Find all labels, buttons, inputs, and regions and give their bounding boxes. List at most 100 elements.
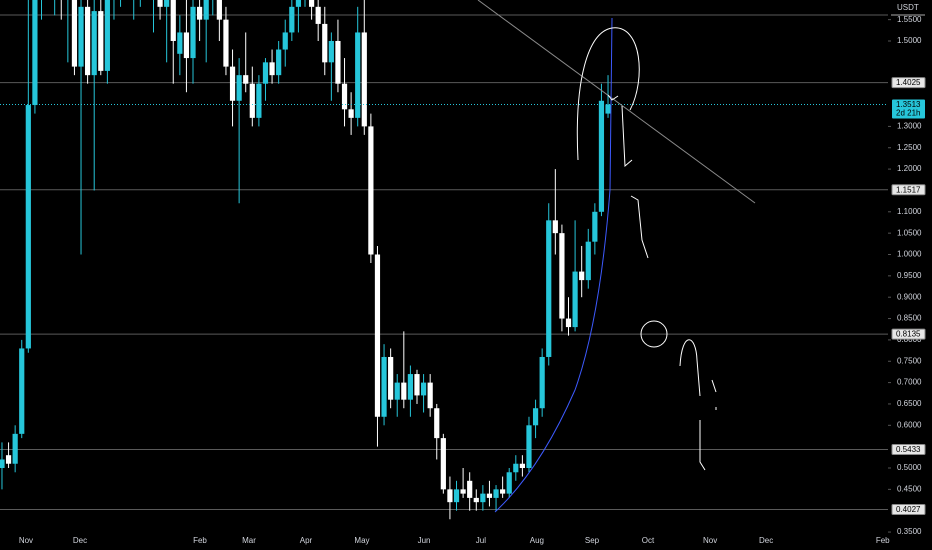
candle-body — [572, 271, 578, 328]
candle-body — [361, 32, 367, 127]
y-tick-label: 1.2500 — [897, 143, 922, 152]
candle-body — [164, 0, 170, 7]
y-tick-label: 0.3500 — [897, 527, 922, 536]
hand-drawing — [607, 94, 649, 259]
candle-body — [513, 463, 519, 473]
candle-body — [236, 75, 242, 101]
candle-body — [605, 104, 611, 114]
candle-body — [71, 0, 78, 67]
candle-body — [0, 459, 5, 469]
candle-body — [467, 480, 473, 498]
x-tick-label: Sep — [585, 536, 600, 545]
candle-body — [407, 374, 414, 400]
candle-body — [78, 6, 84, 67]
y-tick-label: 1.5000 — [897, 36, 922, 45]
candle-body — [401, 382, 407, 400]
candle-body — [374, 254, 381, 417]
candle-body — [289, 6, 295, 33]
candle-body — [282, 32, 288, 50]
level-tag — [891, 504, 926, 516]
price-axis: 1.5500 1.5000 1.3000 1.2500 1.2000 1.1000 1.05… — [888, 14, 926, 536]
candle-body — [473, 497, 479, 503]
level-tag — [891, 328, 926, 340]
drawings — [477, 0, 756, 513]
x-tick-label: Aug — [530, 536, 544, 545]
y-tick-label: 0.8500 — [897, 314, 922, 323]
y-tick-label: 0.5000 — [897, 463, 922, 472]
candle-body — [526, 425, 532, 469]
candle-body — [585, 241, 591, 281]
candle-body — [565, 318, 572, 328]
candle-body — [197, 6, 203, 20]
candle-body — [519, 463, 525, 469]
candle-body — [276, 49, 282, 76]
y-tick-label: 1.0500 — [897, 228, 922, 237]
trend-line — [477, 0, 756, 204]
candle-body — [592, 211, 598, 242]
level-tag — [891, 184, 926, 196]
level-label: 1.1517 — [896, 185, 921, 194]
y-tick-label: 0.9000 — [897, 292, 922, 301]
candle-body — [598, 100, 605, 212]
y-tick-label: 0.7000 — [897, 378, 922, 387]
level-label: 0.5433 — [896, 445, 921, 454]
hand-drawing — [576, 27, 640, 161]
candle-body — [203, 0, 209, 20]
candle-body — [460, 489, 466, 494]
x-tick-label: Apr — [300, 536, 313, 545]
candle-body — [440, 438, 446, 490]
candle-body — [19, 348, 25, 434]
candle-body — [493, 489, 499, 498]
candle-body — [170, 0, 176, 41]
x-tick-label: Nov — [19, 536, 33, 545]
candle-body — [381, 356, 387, 417]
candle-body — [486, 493, 493, 498]
x-tick-label: May — [354, 536, 369, 545]
candle-body — [434, 408, 440, 439]
x-tick-label: Nov — [703, 536, 717, 545]
plot-area — [0, 0, 888, 520]
candle-body — [420, 382, 427, 396]
candle-body — [295, 0, 302, 7]
y-tick-label: 0.4500 — [897, 484, 922, 493]
y-tick-label: 1.5500 — [897, 15, 922, 24]
y-tick-label: 1.2000 — [897, 164, 922, 173]
level-tag — [891, 444, 926, 456]
candle-body — [368, 126, 374, 255]
candle-body — [256, 83, 262, 118]
hand-circle — [640, 320, 668, 348]
candle-body — [552, 220, 558, 234]
candle-body — [427, 382, 433, 409]
candle-body — [348, 109, 354, 118]
candle-body — [315, 6, 321, 24]
level-label: 0.4027 — [896, 505, 921, 514]
x-tick-label: Feb — [876, 536, 890, 545]
candle-body — [229, 66, 236, 101]
level-tag — [891, 77, 926, 89]
candle-body — [25, 105, 31, 349]
candle-body — [104, 0, 110, 71]
level-label: 0.8135 — [896, 330, 921, 339]
x-tick-label: Mar — [242, 536, 256, 545]
x-tick-label: Oct — [642, 536, 655, 545]
candle-body — [249, 83, 255, 118]
y-tick-label: 1.0000 — [897, 250, 922, 259]
y-tick-label: 0.7500 — [897, 356, 922, 365]
candle-body — [322, 23, 328, 63]
y-tick-label: 1.1000 — [897, 207, 922, 216]
candle-body — [308, 0, 315, 7]
candle-body — [480, 493, 486, 503]
candle-body — [453, 489, 460, 503]
candle-body — [262, 62, 269, 84]
y-tick-label: 1.3000 — [897, 122, 922, 131]
candle-body — [579, 271, 585, 281]
candle-body — [98, 11, 104, 71]
candle-body — [157, 0, 163, 7]
candle-body — [12, 433, 18, 464]
candle-body — [243, 75, 249, 84]
y-tick-label: 0.6500 — [897, 399, 922, 408]
candle-body — [335, 40, 341, 84]
candle-body — [328, 40, 334, 63]
candle-body — [559, 233, 565, 319]
